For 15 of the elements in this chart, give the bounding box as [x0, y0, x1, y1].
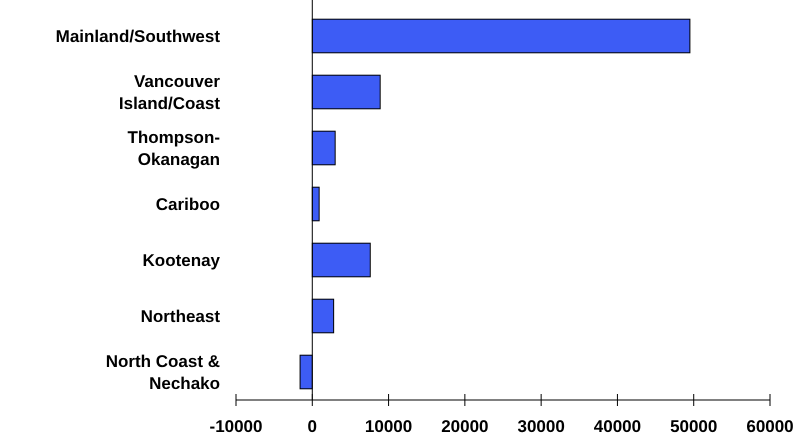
y-tick-label: North Coast & Nechako	[106, 352, 220, 393]
x-tick-label: 20000	[441, 417, 488, 436]
y-tick-label: Cariboo	[156, 195, 220, 214]
y-tick-label: Mainland/Southwest	[56, 27, 220, 46]
x-tick-label: -10000	[210, 417, 262, 436]
x-tick-label: 50000	[670, 417, 718, 436]
y-tick-label: Northeast	[140, 307, 220, 326]
y-tick-label: Kootenay	[142, 251, 221, 270]
x-tick-label: 60000	[746, 417, 794, 436]
x-tick-label: 30000	[518, 417, 565, 436]
y-tick-label: Vancouver Island/Coast	[118, 72, 220, 113]
x-tick-label: 0	[308, 417, 318, 436]
x-tick-label: 10000	[364, 417, 412, 436]
x-tick-label: 40000	[594, 417, 642, 436]
y-tick-label: Thompson- Okanagan	[127, 128, 220, 169]
